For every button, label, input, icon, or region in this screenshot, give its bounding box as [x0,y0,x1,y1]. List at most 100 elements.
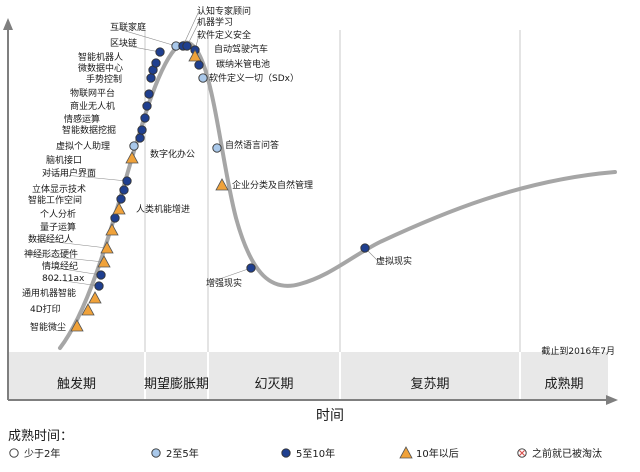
phase-band [340,352,520,399]
point-label: 4D打印 [30,303,61,315]
point-label: 虚拟现实 [376,255,412,267]
point-label: 情境经纪 [42,260,78,272]
phase-band [8,352,145,399]
point-label: 人类机能增进 [136,203,190,215]
obsolete-cross [519,450,525,456]
point-marker [119,185,129,195]
point-label: 软件定义一切（SDx） [209,72,299,84]
point-label: 个人分析 [40,208,76,220]
phase-band [208,352,340,399]
point-marker [144,89,154,99]
data-markers [70,41,370,332]
point-label: 智能微尘 [30,321,66,333]
x-axis-title: 时间 [316,408,344,424]
point-marker [112,202,126,215]
point-label: 自然语言问答 [225,139,279,151]
point-label: 企业分类及自然管理 [232,179,313,191]
phase-dividers [144,30,521,399]
point-label: 数字化办公 [150,148,195,160]
as-of-note: 截止到2016年7月 [541,345,615,357]
phase-label: 成熟期 [544,376,583,392]
point-label: 情感运算 [64,113,100,125]
point-label: 量子运算 [40,221,76,233]
point-label: 商业无人机 [70,100,115,112]
leader-line [43,277,100,287]
phase-band [145,352,208,399]
point-marker [246,263,256,273]
point-marker [142,101,152,111]
point-marker [360,243,370,253]
phase-label: 幻灭期 [254,377,293,392]
point-marker [155,47,165,57]
point-marker [151,58,161,68]
legend-label: 10年以后 [416,447,459,460]
point-label: 脑机接口 [46,154,82,166]
legend-label: 少于2年 [24,447,60,460]
point-marker [94,281,104,291]
point-label: 智能工作空间 [28,194,82,206]
leader-line [207,267,252,284]
point-marker [212,143,222,153]
point-marker [140,113,150,123]
x-axis-arrow [606,395,618,405]
phase-label: 复苏期 [410,376,449,392]
point-marker [137,125,147,135]
legend-marker [281,448,291,458]
point-marker [129,141,139,151]
leader-line [29,238,108,249]
axes [3,18,618,405]
point-marker [135,133,145,143]
point-marker [194,60,204,70]
point-marker [100,241,114,254]
leader-line [111,26,177,47]
leader-line [182,10,200,47]
leader-line [43,172,128,182]
point-marker [198,73,208,83]
point-label: 互联家庭 [110,21,146,33]
point-label: 立体显示技术 [32,183,86,195]
point-marker [105,223,119,236]
point-marker [215,178,229,191]
point-label: 微数据中心 [78,62,123,74]
point-marker [110,213,120,223]
point-label: 机器学习 [197,16,233,28]
phase-labels: 触发期 期望膨胀期 幻灭期 复苏期 成熟期 [57,376,584,392]
legend: 少于2年 2至5年 5至10年 10年以后 之前就已被淘汰 [9,446,602,460]
phase-bands [8,352,608,399]
legend-marker [399,446,413,459]
point-marker [97,255,111,268]
phase-band [520,352,608,399]
point-marker [122,176,132,186]
legend-label: 2至5年 [166,447,199,460]
point-label: 对话用户界面 [42,167,96,179]
point-label: 虚拟个人助理 [56,140,110,152]
legend-marker [9,448,19,458]
point-label: 神经形态硬件 [24,248,78,260]
point-marker [182,41,192,51]
leader-line [43,265,102,276]
phase-label: 触发期 [57,376,96,392]
point-label: 区块链 [110,37,137,49]
point-label: 认知专家顾问 [197,5,251,17]
point-label: 自动驾驶汽车 [214,43,268,55]
point-marker [70,319,84,332]
point-label: 手势控制 [86,73,122,85]
point-marker [116,194,126,204]
leader-line [111,42,161,53]
point-label: 智能数据挖掘 [62,124,116,136]
phase-label: 期望膨胀期 [144,376,209,392]
data-labels: 智能微尘 4D打印 通用机器智能 802.11ax 情境经纪神经形态硬件数据经纪人量子运… [22,5,412,333]
point-marker [81,303,95,316]
point-label: 802.11ax [42,274,85,284]
legend-marker [151,448,161,458]
hype-curve [58,40,617,350]
y-axis-arrow [3,18,13,30]
point-label: 智能机器人 [78,51,123,63]
legend-label: 之前就已被淘汰 [532,447,602,460]
point-marker [125,151,139,164]
point-marker [88,291,102,304]
point-label: 软件定义安全 [197,29,251,41]
point-marker [96,270,106,280]
legend-title: 成熟时间： [8,428,73,444]
point-label: 物联网平台 [70,87,115,99]
